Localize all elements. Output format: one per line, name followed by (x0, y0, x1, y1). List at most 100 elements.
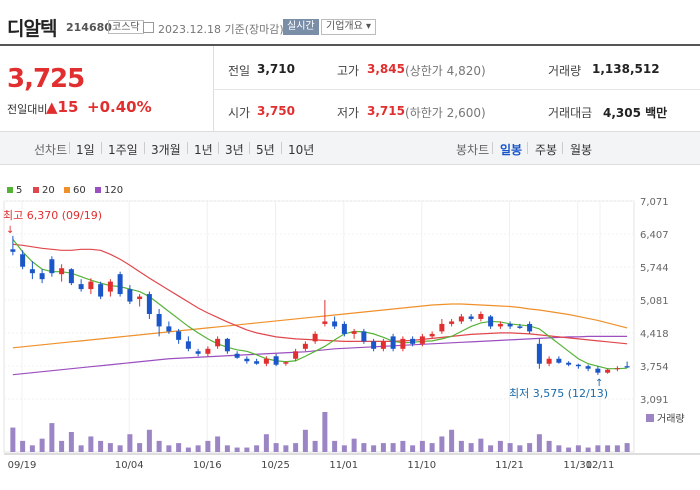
volume-bar (536, 434, 542, 452)
volume-bar (302, 429, 308, 452)
candle-body (234, 353, 240, 358)
volume-bar (195, 445, 201, 452)
volume-bar (293, 443, 299, 452)
candle-body (273, 356, 279, 365)
y-tick-label: 5,744 (640, 263, 669, 274)
volume-bar (566, 447, 572, 452)
volume-value: 1,138,512 (592, 62, 660, 76)
y-tick-label: 3,754 (640, 362, 669, 373)
candle-monthly[interactable]: 월봉 (570, 143, 593, 157)
volume-bar (185, 447, 191, 452)
x-tick-label: 11/01 (329, 460, 358, 471)
candle-body (449, 321, 455, 324)
x-tick-label: 11/21 (495, 460, 524, 471)
candle-body (195, 351, 201, 354)
prev-close-value: 3,710 (257, 62, 295, 76)
candle-body (575, 364, 581, 367)
legend-swatch (64, 187, 70, 193)
candle-body (107, 281, 113, 292)
company-overview-dropdown[interactable]: 기업개요 ▾ (321, 19, 377, 35)
candle-daily[interactable]: 일봉 (500, 143, 523, 157)
volume-bar (273, 443, 279, 452)
open-label: 시가 (228, 106, 251, 120)
realtime-button[interactable]: 실시간 (283, 19, 319, 35)
volume-bar (439, 436, 445, 452)
candle-body (410, 338, 416, 344)
volume-bar (88, 436, 94, 452)
period-5y[interactable]: 5년 (256, 143, 275, 157)
volume-bar (127, 434, 133, 452)
candle-body (156, 313, 162, 327)
legend-ma20: 20 (33, 185, 55, 196)
low-label: 저가 (337, 106, 360, 120)
volume-bar (117, 445, 123, 452)
volume-bar (488, 445, 494, 452)
candle-body (263, 358, 269, 364)
base-date: 2023.12.18 기준(장마감) (158, 23, 284, 36)
legend-label: 60 (73, 185, 86, 196)
volume-bar (322, 412, 328, 452)
candle-body (517, 326, 523, 328)
volume-bar (68, 432, 74, 452)
ma-line-60 (12, 303, 628, 349)
period-1d[interactable]: 1일 (76, 143, 95, 157)
volume-bar (341, 445, 347, 452)
candle-body (536, 343, 542, 364)
period-1w[interactable]: 1주일 (108, 143, 138, 157)
period-3m[interactable]: 3개월 (151, 143, 181, 157)
legend-label: 120 (104, 185, 124, 196)
change-amount: 15 (57, 98, 79, 116)
candle-body (88, 281, 94, 290)
volume-bar (263, 434, 269, 452)
candle-body (224, 338, 230, 352)
upper-limit: (상한가 4,820) (405, 64, 486, 78)
volume-bar (449, 429, 455, 452)
candle-body (20, 254, 26, 267)
stock-name: 디알텍 (7, 18, 57, 40)
candle-body (371, 341, 377, 349)
volume-bar (107, 443, 113, 452)
divider (69, 142, 70, 154)
volume-bar (458, 440, 464, 452)
volume-bar (614, 445, 620, 452)
y-tick-label: 3,091 (640, 395, 669, 406)
volume-bar (39, 438, 45, 452)
candle-body (419, 336, 425, 344)
volume-bar (527, 443, 533, 452)
up-triangle-icon: ▲ (46, 98, 58, 116)
volume-bar (59, 440, 65, 452)
low-annotation: 최저 3,575 (12/13) (509, 387, 608, 400)
candle-body (117, 274, 123, 295)
candle-body (78, 284, 84, 290)
candle-body (254, 361, 260, 364)
candle-body (205, 348, 211, 354)
volume-bar (380, 443, 386, 452)
legend-ma60: 60 (64, 185, 86, 196)
candle-body (137, 296, 143, 300)
volume-bar (49, 423, 55, 452)
candle-body (546, 358, 552, 364)
volume-bar (166, 445, 172, 452)
period-10y[interactable]: 10년 (288, 143, 315, 157)
candle-body (127, 289, 133, 302)
volume-bar (78, 445, 84, 452)
period-1y[interactable]: 1년 (194, 143, 213, 157)
candle-body (341, 323, 347, 334)
x-tick-label: 09/19 (8, 460, 37, 471)
volume-bar (517, 445, 523, 452)
period-3y[interactable]: 3년 (225, 143, 244, 157)
candle-body (293, 351, 299, 359)
candle-body (527, 323, 533, 332)
volume-bar (478, 438, 484, 452)
candle-weekly[interactable]: 주봉 (535, 143, 558, 157)
volume-bar (146, 429, 152, 452)
ma-line-120 (12, 335, 628, 376)
volume-bar (283, 445, 289, 452)
divider (492, 142, 493, 154)
candle-body (361, 331, 367, 342)
candle-body (605, 369, 611, 373)
volume-bar (29, 445, 35, 452)
divider (187, 142, 188, 154)
stock-header: 디알텍 214680 코스닥 2023.12.18 기준(장마감) 실시간 기업… (0, 0, 700, 44)
